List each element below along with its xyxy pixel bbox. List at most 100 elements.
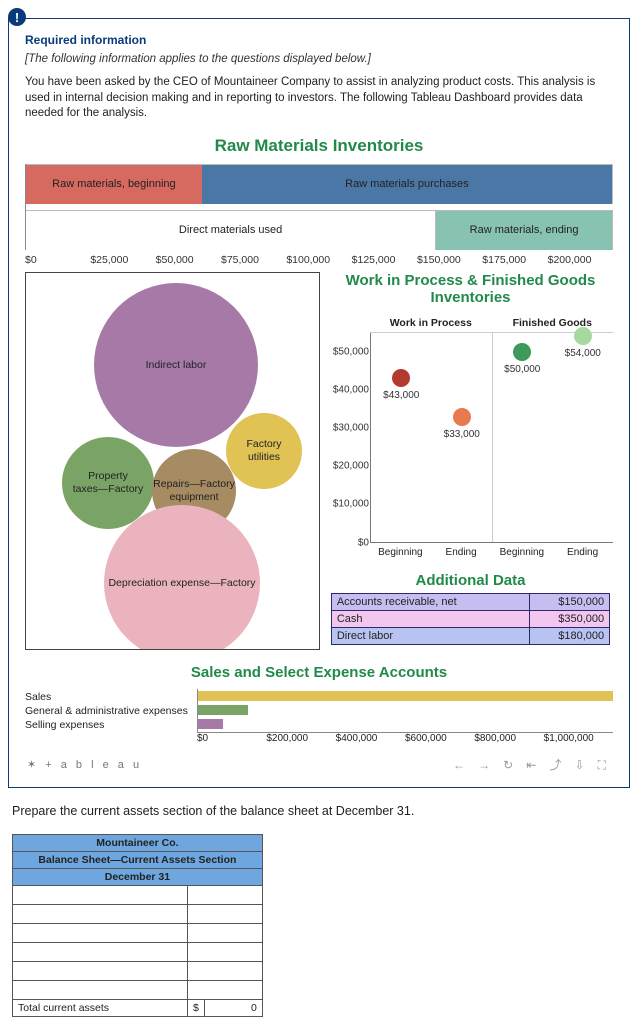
- asset-value-input[interactable]: [193, 907, 257, 921]
- x-axis-label: Beginning: [370, 543, 431, 558]
- x-axis-label: Ending: [431, 543, 492, 558]
- axis-tick: $400,000: [336, 733, 405, 744]
- answer-row: [13, 885, 263, 904]
- answer-row: [13, 961, 263, 980]
- data-point-label: $33,000: [444, 429, 480, 440]
- redo-icon[interactable]: ↻: [503, 758, 513, 772]
- asset-name-input[interactable]: [18, 907, 182, 921]
- asset-name-input[interactable]: [18, 926, 182, 940]
- overhead-bubble-chart: Indirect laborFactory utilities Property …: [25, 272, 320, 650]
- share-icon[interactable]: ⤴: [549, 758, 561, 772]
- asset-value-input[interactable]: [193, 964, 257, 978]
- axis-tick: $0: [25, 254, 90, 266]
- axis-tick: $25,000: [90, 254, 155, 266]
- axis-tick: $200,000: [548, 254, 613, 266]
- bubble: Factory utilities: [226, 413, 302, 489]
- axis-tick: $75,000: [221, 254, 286, 266]
- series-label: Selling expenses: [25, 719, 197, 731]
- asset-name-input[interactable]: [18, 983, 182, 997]
- answer-row: [13, 942, 263, 961]
- axis-tick: $600,000: [405, 733, 474, 744]
- nav-fwd-icon[interactable]: →: [478, 758, 490, 772]
- ans-header-section: Balance Sheet—Current Assets Section: [13, 851, 263, 868]
- axis-tick: $150,000: [417, 254, 482, 266]
- total-currency: $: [188, 999, 205, 1016]
- answer-row: [13, 904, 263, 923]
- reset-icon[interactable]: ⇤: [526, 758, 536, 772]
- bar-segment: Direct materials used: [26, 211, 436, 250]
- y-axis-tick: $30,000: [329, 423, 369, 434]
- header-note: [The following information applies to th…: [25, 53, 613, 65]
- answer-row: [13, 980, 263, 999]
- horizontal-bar: [198, 719, 223, 729]
- axis-tick: $800,000: [474, 733, 543, 744]
- y-axis-tick: $10,000: [329, 499, 369, 510]
- table-row: Direct labor$180,000: [331, 627, 609, 644]
- asset-value-input[interactable]: [193, 945, 257, 959]
- data-point-label: $54,000: [565, 348, 601, 359]
- download-icon[interactable]: ⇩: [574, 758, 584, 772]
- required-heading: Required information: [25, 33, 613, 47]
- asset-name-input[interactable]: [18, 888, 182, 902]
- additional-data-table: Accounts receivable, net$150,000Cash$350…: [331, 593, 610, 645]
- x-axis-label: Ending: [552, 543, 613, 558]
- ans-header-company: Mountaineer Co.: [13, 834, 263, 851]
- bubble: Depreciation expense—Factory: [104, 505, 260, 650]
- bar-segment: Raw materials, ending: [436, 211, 612, 250]
- y-axis-tick: $50,000: [329, 346, 369, 357]
- answer-row: [13, 923, 263, 942]
- ans-header-date: December 31: [13, 868, 263, 885]
- asset-value-input[interactable]: [193, 983, 257, 997]
- data-point-label: $43,000: [383, 390, 419, 401]
- raw-materials-title: Raw Materials Inventories: [25, 136, 613, 156]
- y-axis-tick: $20,000: [329, 461, 369, 472]
- data-point: [392, 369, 410, 387]
- sales-bar-chart: [197, 689, 613, 733]
- sales-chart-title: Sales and Select Expense Accounts: [25, 664, 613, 681]
- total-value: 0: [204, 999, 262, 1016]
- raw-materials-chart: Raw materials, beginningRaw materials pu…: [25, 164, 613, 250]
- bar-segment: Raw materials, beginning: [26, 165, 202, 204]
- y-axis-tick: $0: [329, 537, 369, 548]
- series-label: General & administrative expenses: [25, 705, 197, 717]
- bar-segment: Raw materials purchases: [202, 165, 612, 204]
- total-label: Total current assets: [13, 999, 188, 1016]
- wip-fg-title: Work in Process & Finished Goods Invento…: [328, 272, 613, 306]
- axis-tick: $50,000: [156, 254, 221, 266]
- tableau-logo: ✶ + a b l e a u: [27, 758, 142, 771]
- table-row: Cash$350,000: [331, 610, 609, 627]
- x-axis-label: Beginning: [492, 543, 553, 558]
- data-point: [453, 408, 471, 426]
- axis-tick: $200,000: [266, 733, 335, 744]
- bubble: Indirect labor: [94, 283, 258, 447]
- data-point: [513, 343, 531, 361]
- data-point-label: $50,000: [504, 364, 540, 375]
- wip-fg-chart: $0$10,000$20,000$30,000$40,000$50,000$43…: [370, 333, 613, 543]
- asset-name-input[interactable]: [18, 945, 182, 959]
- answer-table: Mountaineer Co. Balance Sheet—Current As…: [12, 834, 263, 1017]
- info-icon: !: [8, 8, 26, 26]
- intro-text: You have been asked by the CEO of Mounta…: [25, 75, 613, 122]
- y-axis-tick: $40,000: [329, 384, 369, 395]
- fullscreen-icon[interactable]: ⛶: [598, 758, 606, 772]
- axis-tick: $100,000: [286, 254, 351, 266]
- axis-tick: $1,000,000: [544, 733, 613, 744]
- column-header: Work in Process: [370, 314, 492, 332]
- series-label: Sales: [25, 691, 197, 703]
- column-header: Finished Goods: [492, 314, 614, 332]
- tableau-toolbar: ✶ + a b l e a u ← → ↻ ⇤ ⤴ ⇩ ⛶: [25, 752, 613, 777]
- data-point: [574, 327, 592, 345]
- nav-back-icon[interactable]: ←: [453, 758, 465, 772]
- question-panel: Required information [The following info…: [8, 18, 630, 788]
- table-row: Accounts receivable, net$150,000: [331, 593, 609, 610]
- additional-data-title: Additional Data: [328, 572, 613, 589]
- asset-value-input[interactable]: [193, 888, 257, 902]
- tableau-icons: ← → ↻ ⇤ ⤴ ⇩ ⛶: [448, 756, 611, 773]
- axis-tick: $0: [197, 733, 266, 744]
- asset-value-input[interactable]: [193, 926, 257, 940]
- question-prompt: Prepare the current assets section of th…: [12, 804, 630, 818]
- bubble: Property taxes—Factory: [62, 437, 154, 529]
- axis-tick: $125,000: [352, 254, 417, 266]
- asset-name-input[interactable]: [18, 964, 182, 978]
- axis-tick: $175,000: [482, 254, 547, 266]
